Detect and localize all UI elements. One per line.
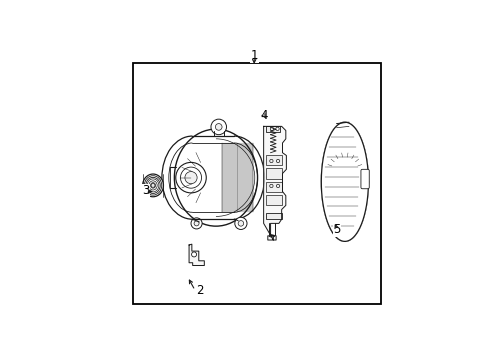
- Circle shape: [191, 252, 196, 257]
- Circle shape: [175, 162, 206, 193]
- Circle shape: [336, 162, 352, 179]
- FancyBboxPatch shape: [360, 169, 368, 189]
- Circle shape: [275, 127, 279, 131]
- Circle shape: [191, 218, 202, 229]
- Bar: [265, 168, 282, 179]
- Circle shape: [349, 208, 355, 214]
- Bar: [265, 195, 282, 205]
- Circle shape: [180, 167, 201, 188]
- Ellipse shape: [147, 179, 159, 192]
- Ellipse shape: [144, 176, 162, 195]
- Ellipse shape: [148, 181, 157, 190]
- Circle shape: [334, 136, 339, 141]
- Circle shape: [349, 136, 355, 141]
- Text: 2: 2: [196, 284, 203, 297]
- Polygon shape: [263, 126, 286, 240]
- Circle shape: [330, 205, 343, 217]
- Circle shape: [184, 172, 197, 184]
- Circle shape: [346, 205, 358, 217]
- Circle shape: [270, 127, 273, 131]
- Bar: [265, 181, 282, 192]
- Bar: [265, 126, 279, 132]
- Circle shape: [210, 119, 226, 135]
- Circle shape: [330, 133, 343, 145]
- Ellipse shape: [145, 177, 160, 193]
- Bar: [265, 213, 282, 219]
- Circle shape: [234, 217, 246, 229]
- Text: 3: 3: [142, 184, 149, 197]
- Bar: [133, 63, 380, 304]
- Text: 5: 5: [333, 223, 340, 236]
- Text: 1: 1: [250, 49, 258, 62]
- Circle shape: [340, 167, 348, 175]
- Bar: [265, 155, 282, 166]
- Circle shape: [326, 153, 362, 189]
- Circle shape: [194, 221, 199, 226]
- Polygon shape: [189, 244, 204, 266]
- Ellipse shape: [142, 174, 163, 197]
- Circle shape: [215, 123, 222, 130]
- Ellipse shape: [174, 129, 257, 226]
- Text: 4: 4: [260, 109, 267, 122]
- Ellipse shape: [150, 183, 155, 188]
- Circle shape: [334, 208, 339, 214]
- Circle shape: [151, 184, 155, 187]
- Circle shape: [238, 221, 243, 226]
- Circle shape: [346, 133, 358, 145]
- Circle shape: [331, 157, 357, 184]
- Polygon shape: [321, 122, 367, 242]
